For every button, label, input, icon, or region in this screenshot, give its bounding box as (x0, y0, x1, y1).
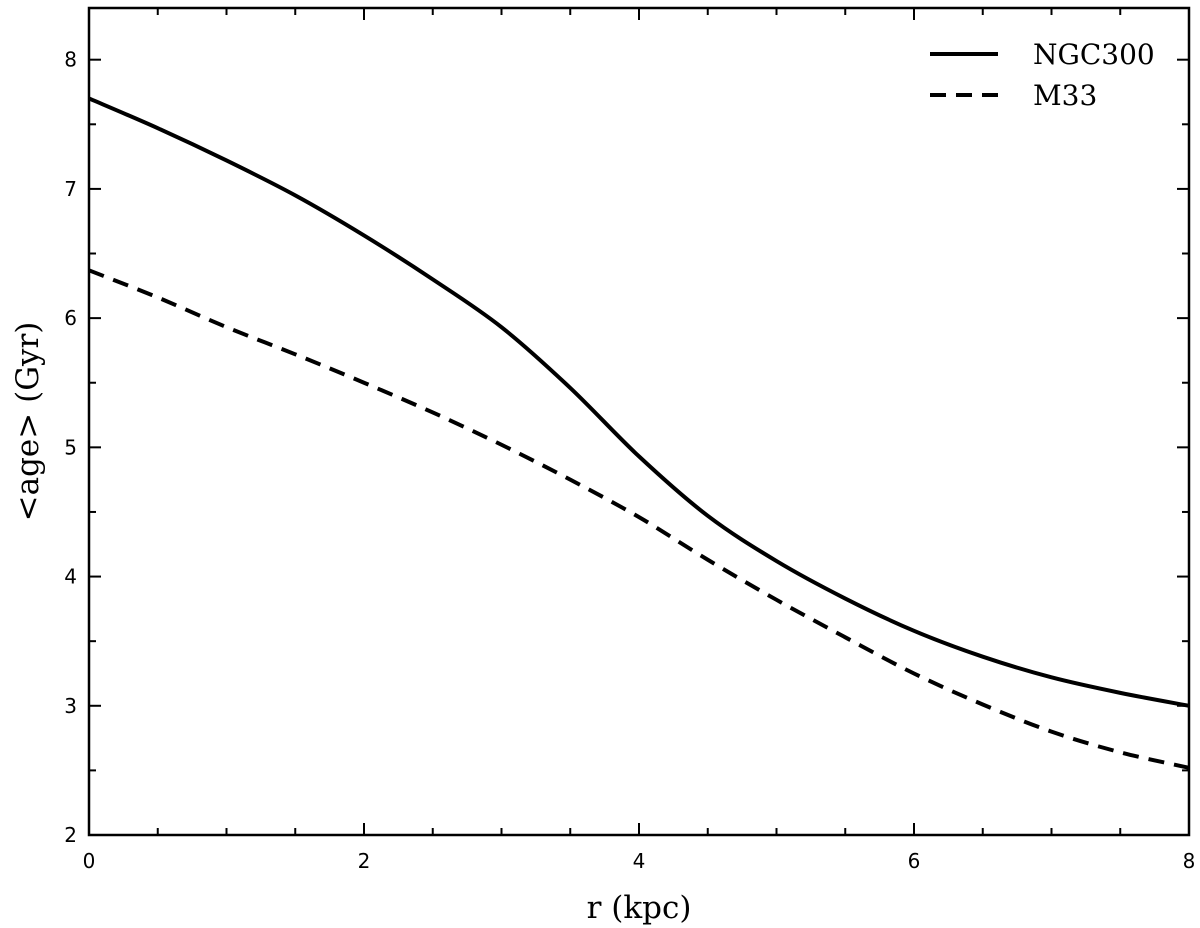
plot-frame (87, 6, 1191, 837)
axis-ticks (88, 8, 1190, 836)
series-line-m33 (88, 268, 1190, 770)
legend-label-m33: M33 (1033, 79, 1097, 112)
legend-label-ngc300: NGC300 (1033, 38, 1155, 71)
x-tick-label: 0 (83, 849, 96, 873)
series-lines (88, 96, 1190, 770)
x-tick-label: 8 (1183, 849, 1196, 873)
legend: NGC300 M33 (930, 38, 1155, 112)
x-axis-label: r (kpc) (587, 890, 692, 926)
y-tick-labels: 2 3 4 5 6 7 8 (64, 48, 77, 847)
y-tick-label: 8 (64, 48, 77, 72)
y-tick-label: 5 (64, 435, 77, 459)
x-tick-label: 2 (358, 849, 371, 873)
x-tick-labels: 0 2 4 6 8 (83, 849, 1196, 873)
y-tick-label: 3 (64, 694, 77, 718)
series-line-ngc300 (88, 96, 1190, 708)
y-tick-label: 2 (64, 823, 77, 847)
x-tick-label: 4 (633, 849, 646, 873)
y-axis-label: <age> (Gyr) (10, 322, 46, 522)
x-tick-label: 6 (908, 849, 921, 873)
y-tick-label: 6 (64, 306, 77, 330)
y-tick-label: 7 (64, 177, 77, 201)
y-tick-label: 4 (64, 565, 77, 589)
